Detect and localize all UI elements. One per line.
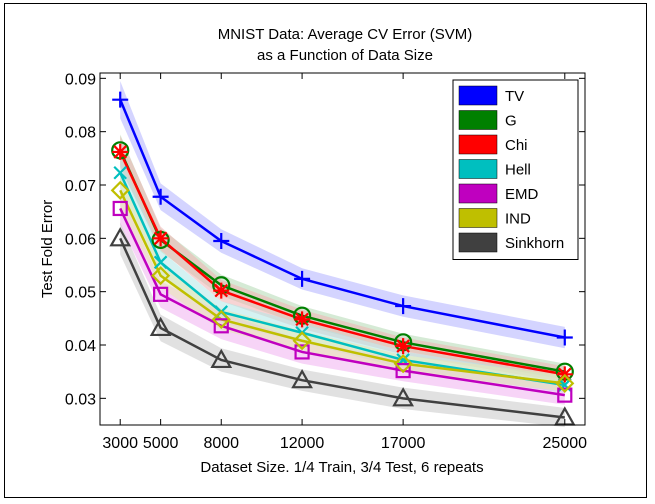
marker-x — [153, 255, 168, 270]
marker-triangle — [291, 368, 313, 389]
legend-swatch-g — [458, 110, 498, 130]
legend-swatch-ind — [458, 208, 498, 228]
chart-title-line-1: MNIST Data: Average CV Error (SVM) — [218, 26, 473, 43]
legend-swatch-emd — [458, 183, 498, 204]
marker-square — [395, 363, 411, 379]
legend-label-ind: IND — [505, 211, 531, 228]
legend-label-g: G — [505, 113, 517, 130]
band-chi — [120, 135, 565, 383]
marker-square — [112, 200, 128, 217]
x-tick-label: 12000 — [280, 435, 325, 452]
x-tick-label: 5000 — [143, 435, 179, 452]
marker-star — [213, 282, 230, 299]
band-ind — [120, 174, 565, 392]
marker-star — [294, 311, 311, 328]
legend-label-hell: Hell — [505, 162, 531, 179]
y-tick-label: 0.05 — [65, 285, 96, 302]
legend-label-emd: EMD — [505, 186, 539, 203]
marker-plus — [294, 270, 311, 287]
marker-diamond — [110, 180, 130, 200]
legend-label-chi: Chi — [505, 137, 528, 154]
marker-triangle — [109, 227, 132, 247]
marker-plus — [152, 188, 169, 205]
marker-star — [112, 143, 129, 160]
x-tick-label: 8000 — [203, 435, 239, 452]
legend-label-tv: TV — [505, 88, 524, 105]
line-chi — [119, 151, 566, 376]
line-emd — [119, 207, 565, 397]
marker-star — [152, 230, 169, 247]
marker-triangle — [392, 387, 415, 407]
marker-plus — [213, 233, 230, 249]
chart-title-line-2: as a Function of Data Size — [257, 47, 433, 64]
legend-swatch-tv — [458, 85, 498, 106]
plot-area — [99, 72, 586, 426]
legend-swatch-sinkhorn — [458, 232, 498, 253]
y-tick-label: 0.07 — [65, 178, 96, 195]
marker-diamond — [151, 266, 171, 286]
y-tick-label: 0.08 — [65, 125, 96, 142]
line-ind — [119, 189, 565, 385]
marker-square — [153, 286, 169, 302]
marker-plus — [112, 91, 129, 108]
legend-swatch-hell — [458, 159, 498, 179]
y-tick-label: 0.03 — [65, 391, 96, 408]
marker-triangle — [149, 316, 172, 337]
legend-label-sinkhorn: Sinkhorn — [505, 235, 564, 252]
line-tv — [119, 99, 566, 339]
y-tick-label: 0.06 — [65, 231, 96, 248]
marker-square — [294, 344, 310, 360]
marker-diamond — [393, 354, 413, 374]
band-sinkhorn — [120, 222, 565, 428]
marker-diamond — [211, 309, 231, 329]
marker-square — [557, 387, 573, 403]
y-tick-label: 0.09 — [65, 71, 96, 88]
marker-diamond — [292, 331, 312, 351]
legend-swatch-chi — [458, 134, 498, 155]
marker-plus — [395, 298, 412, 315]
x-tick-label: 25000 — [543, 435, 588, 452]
x-tick-label: 17000 — [381, 435, 426, 452]
line-hell — [119, 172, 565, 387]
x-tick-label: 3000 — [102, 435, 138, 452]
marker-star — [395, 338, 412, 355]
band-tv — [120, 81, 565, 349]
marker-plus — [556, 329, 573, 346]
line-sinkhorn — [119, 237, 565, 419]
marker-x — [113, 165, 127, 180]
figure-frame — [4, 3, 647, 498]
x-axis-label: Dataset Size. 1/4 Train, 3/4 Test, 6 rep… — [200, 459, 483, 476]
marker-triangle — [210, 348, 233, 369]
marker-diamond — [555, 373, 575, 393]
y-axis-label: Test Fold Error — [39, 200, 56, 298]
y-tick-label: 0.04 — [65, 338, 96, 355]
marker-square — [213, 318, 229, 334]
